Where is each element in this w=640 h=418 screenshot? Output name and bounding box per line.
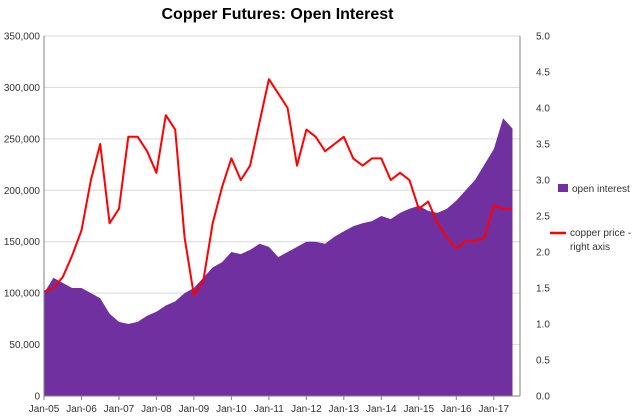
x-tick-label: Jan-05 [29, 404, 60, 415]
x-tick-label: Jan-12 [291, 404, 322, 415]
legend-swatch-open-interest [558, 184, 568, 192]
copper-price-line [43, 78, 513, 297]
axes [43, 36, 521, 397]
x-axis-ticks: Jan-05 Jan-06 Jan-07 Jan-08 Jan-09 Jan-10 Jan-… [29, 396, 509, 415]
x-tick-label: Jan-13 [329, 404, 360, 415]
copper-price-line-layer [43, 78, 513, 297]
x-tick-label: Jan-10 [216, 404, 247, 415]
right-y-tick-label: 3.5 [536, 140, 550, 151]
right-y-tick-label: 2.0 [536, 248, 550, 259]
right-y-tick-label: 0.5 [536, 356, 550, 367]
left-y-tick-label: 350,000 [4, 32, 41, 43]
right-y-tick-label: 4.0 [536, 104, 550, 115]
left-y-tick-label: 50,000 [9, 340, 40, 351]
x-tick-label: Jan-14 [366, 404, 397, 415]
left-y-tick-label: 100,000 [4, 289, 41, 300]
left-y-tick-label: 0 [34, 392, 40, 403]
x-tick-label: Jan-11 [254, 404, 284, 415]
x-tick-label: Jan-16 [441, 404, 472, 415]
x-tick-label: Jan-15 [404, 404, 435, 415]
x-tick-label: Jan-08 [141, 404, 172, 415]
right-y-tick-label: 1.0 [536, 320, 550, 331]
open-interest-area-layer [44, 118, 513, 397]
legend-label-copper-price-line2: right axis [570, 242, 610, 253]
x-tick-label: Jan-17 [478, 404, 509, 415]
legend-label-copper-price: copper price - [570, 228, 631, 239]
right-y-tick-label: 3.0 [536, 176, 550, 187]
right-y-axis-ticks: 0.0 0.5 1.0 1.5 2.0 2.5 3.0 3.5 4.0 4.5 5.0 [536, 32, 550, 403]
right-y-tick-label: 5.0 [536, 32, 550, 43]
legend-label-open-interest: open interest [572, 184, 630, 195]
left-y-tick-label: 300,000 [4, 83, 41, 94]
left-y-axis-ticks: 0 50,000 100,000 150,000 200,000 250,000 300,0… [4, 32, 41, 403]
legend: open interest copper price - right axis [550, 184, 631, 253]
x-tick-label: Jan-09 [179, 404, 210, 415]
open-interest-area [44, 118, 513, 397]
right-y-tick-label: 1.5 [536, 284, 550, 295]
x-tick-label: Jan-06 [66, 404, 97, 415]
left-y-tick-label: 150,000 [4, 237, 41, 248]
chart-title: Copper Futures: Open Interest [161, 6, 394, 23]
left-y-tick-label: 200,000 [4, 186, 41, 197]
right-y-tick-label: 4.5 [536, 68, 550, 79]
left-y-tick-label: 250,000 [4, 134, 41, 145]
right-y-tick-label: 2.5 [536, 212, 550, 223]
right-y-tick-label: 0.0 [536, 392, 550, 403]
x-tick-label: Jan-07 [104, 404, 135, 415]
